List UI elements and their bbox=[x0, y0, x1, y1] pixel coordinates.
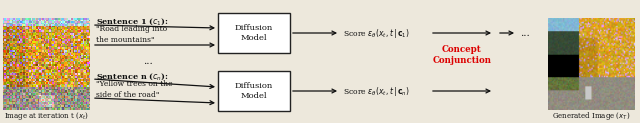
Text: Generated Image ($x_T$): Generated Image ($x_T$) bbox=[552, 110, 630, 122]
Text: Sentence n ($\mathit{c}_n$):: Sentence n ($\mathit{c}_n$): bbox=[96, 71, 168, 82]
Text: Score $\epsilon_\theta(x_t, t\,|\, \mathbf{c}_n)$: Score $\epsilon_\theta(x_t, t\,|\, \math… bbox=[343, 85, 410, 98]
Text: ...: ... bbox=[143, 57, 153, 67]
Text: "Yellow trees on the
side of the road": "Yellow trees on the side of the road" bbox=[96, 80, 173, 99]
Bar bbox=[218, 13, 290, 53]
Text: Diffusion
Model: Diffusion Model bbox=[235, 23, 273, 43]
Text: Sentence 1 ($\mathit{c}_1$):: Sentence 1 ($\mathit{c}_1$): bbox=[96, 16, 168, 27]
Text: Diffusion
Model: Diffusion Model bbox=[235, 82, 273, 100]
Bar bbox=[218, 71, 290, 111]
Text: Score $\epsilon_\theta(x_t, t\,|\, \mathbf{c}_1)$: Score $\epsilon_\theta(x_t, t\,|\, \math… bbox=[343, 26, 410, 39]
Text: "Road leading into
the mountains": "Road leading into the mountains" bbox=[96, 25, 167, 44]
Text: ...: ... bbox=[520, 29, 530, 38]
Text: Concept
Conjunction: Concept Conjunction bbox=[433, 45, 492, 65]
Text: Image at iteration t ($x_t$): Image at iteration t ($x_t$) bbox=[4, 110, 88, 122]
